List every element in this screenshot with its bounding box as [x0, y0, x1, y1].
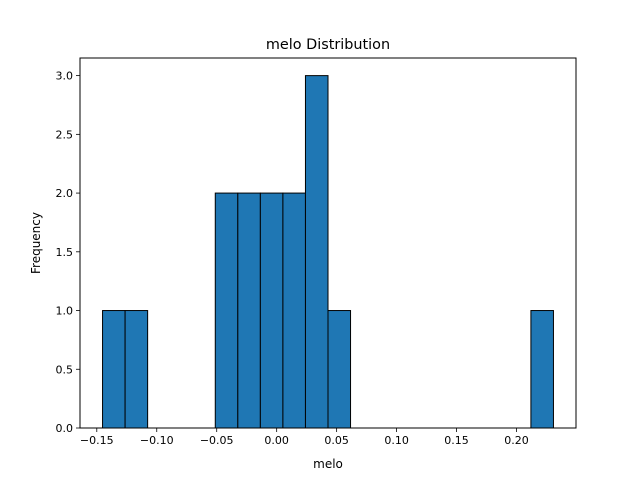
- y-axis-ticks: 0.0 0.5 1.0 1.5 2.0 2.5 3.0: [56, 70, 80, 435]
- x-tick-label: −0.15: [80, 434, 114, 447]
- x-tick-label: −0.05: [200, 434, 234, 447]
- x-tick-label: −0.10: [140, 434, 174, 447]
- y-tick-label: 1.0: [56, 305, 74, 318]
- x-axis-ticks: −0.15 −0.10 −0.05 0.00 0.05 0.10 0.15 0.20: [80, 428, 529, 447]
- y-tick-label: 0.5: [56, 363, 74, 376]
- y-tick-label: 0.0: [56, 422, 74, 435]
- y-axis-label: Frequency: [29, 212, 43, 274]
- y-tick-label: 2.0: [56, 187, 74, 200]
- histogram-bar: [282, 192, 306, 429]
- chart-title: melo Distribution: [266, 37, 390, 53]
- y-tick-label: 3.0: [56, 70, 74, 83]
- histogram-bar: [304, 75, 329, 429]
- x-tick-label: 0.20: [504, 434, 529, 447]
- x-axis-label: melo: [313, 457, 343, 471]
- x-tick-label: 0.10: [384, 434, 409, 447]
- y-tick-label: 2.5: [56, 128, 74, 141]
- plot-area-frame: [79, 57, 577, 429]
- x-tick-label: 0.05: [324, 434, 349, 447]
- histogram-bar: [530, 310, 554, 429]
- histogram-bar: [259, 192, 284, 429]
- x-tick-label: 0.00: [264, 434, 289, 447]
- histogram-bar: [237, 192, 261, 429]
- histogram-bars: [102, 75, 554, 429]
- histogram-bar: [124, 310, 149, 429]
- y-tick-label: 1.5: [56, 246, 74, 259]
- histogram-bar: [327, 310, 352, 429]
- histogram-bar: [102, 310, 126, 429]
- x-tick-label: 0.15: [444, 434, 469, 447]
- histogram-bar: [214, 192, 239, 429]
